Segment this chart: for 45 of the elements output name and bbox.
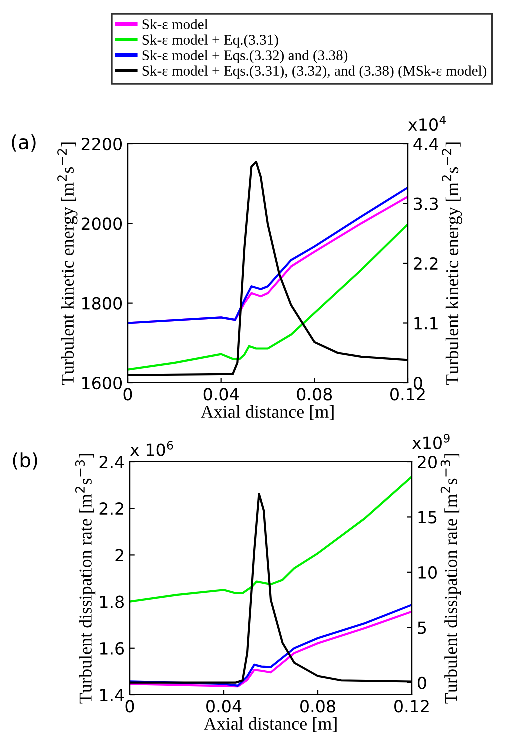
y2-tick-label: 0 bbox=[414, 376, 422, 390]
y2-axis-title: Turbulent kinetic energy [m$^{2}$s$^{−2}$] bbox=[442, 142, 462, 386]
y-tick-label: 1.6 bbox=[100, 642, 124, 655]
x-tick-label: 0.12 bbox=[394, 700, 429, 713]
x-tick-label: 0.04 bbox=[204, 388, 239, 401]
legend-label: Sk-ε model + Eq.(3.31) bbox=[142, 34, 278, 48]
y2-tick-label: 20 bbox=[418, 456, 437, 469]
y-tick-label: 2000 bbox=[82, 218, 122, 230]
text: x 10$^{6}$ bbox=[130, 441, 174, 456]
y-axis-title: Turbulent kinetic energy [m$^{2}$s$^{−2}$] bbox=[58, 142, 78, 386]
x-tick-label: 0.08 bbox=[297, 388, 332, 401]
y-tick-label: 1600 bbox=[82, 376, 122, 390]
x-axis-title: Axial distance [m] bbox=[200, 405, 334, 420]
y-tick-label: 2200 bbox=[82, 138, 122, 151]
chart-title: (a) bbox=[12, 134, 36, 152]
line-series bbox=[130, 476, 412, 603]
x-tick-label: 0.08 bbox=[300, 700, 336, 713]
y-tick-label: 2.2 bbox=[100, 502, 124, 515]
text: x10$^{4}$ bbox=[408, 116, 446, 132]
y2-tick-label: 5 bbox=[418, 622, 426, 634]
x-tick-label: 0 bbox=[124, 388, 132, 401]
legend-label: Sk-ε model + Eqs.(3.31), (3.32), and (3.38) (MSk-ε model) bbox=[142, 66, 487, 79]
x-tick-label: 0.12 bbox=[390, 388, 425, 401]
y-tick-label: 2.4 bbox=[100, 456, 124, 468]
y2-tick-label: 10 bbox=[418, 566, 437, 579]
x-tick-label: 0.04 bbox=[206, 700, 242, 713]
y2-tick-label: 15 bbox=[418, 511, 437, 524]
legend-label: Sk-ε model bbox=[142, 19, 208, 30]
y2-tick-label: 0 bbox=[418, 676, 426, 690]
legend-label: Sk-ε model + Eqs.(3.32) and (3.38) bbox=[142, 50, 348, 64]
y-axis-title: Turbulent dissipation rate [m$^{2}$s$^{−3}$] bbox=[75, 454, 96, 704]
y-tick-label: 1.4 bbox=[100, 689, 124, 702]
line-series bbox=[128, 223, 408, 371]
x-tick-label: 0 bbox=[126, 700, 134, 713]
text: x10$^{9}$ bbox=[412, 434, 450, 450]
y-tick-label: 2 bbox=[116, 549, 124, 562]
chart-title: (b) bbox=[13, 452, 38, 470]
y-tick-label: 1.8 bbox=[100, 596, 124, 608]
y2-tick-label: 4.4 bbox=[414, 138, 438, 150]
y-tick-label: 1800 bbox=[82, 297, 122, 310]
y2-tick-label: 3.3 bbox=[414, 198, 438, 210]
x-axis-title: Axial distance [m] bbox=[204, 717, 337, 732]
y2-axis-title: Turbulent dissipation rate [m$^{2}$s$^{−3}$] bbox=[440, 454, 461, 704]
y2-tick-label: 1.1 bbox=[414, 317, 438, 330]
y2-tick-label: 2.2 bbox=[414, 257, 438, 270]
